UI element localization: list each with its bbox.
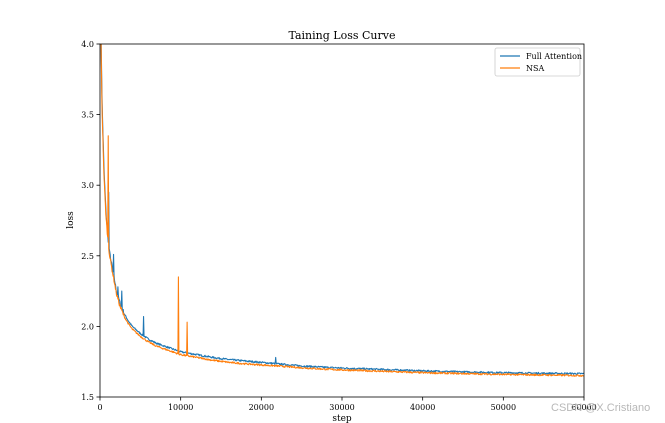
y-tick-label: 1.5	[81, 393, 94, 402]
series-layer	[100, 44, 584, 377]
x-axis-label: step	[332, 414, 352, 423]
x-tick-label: 20000	[249, 403, 274, 412]
plot-frame	[99, 43, 585, 398]
legend-label-full-attention: Full Attention	[526, 52, 582, 61]
legend: Full Attention NSA	[494, 47, 582, 77]
watermark: CSDN @X.Cristiano	[551, 402, 651, 414]
legend-box	[494, 47, 581, 77]
chart-title: Taining Loss Curve	[289, 29, 396, 42]
x-tick-label: 50000	[491, 403, 516, 412]
x-tick-label: 40000	[410, 403, 435, 412]
y-axis-ticks: 1.5 2.0 2.5 3.0 3.5 4.0	[81, 40, 100, 402]
y-tick-label: 2.0	[81, 322, 94, 331]
y-tick-label: 2.5	[81, 252, 94, 261]
y-tick-label: 3.0	[81, 181, 94, 190]
x-axis-ticks: 0 10000 20000 30000 40000 50000 60000	[97, 397, 597, 412]
y-axis-label: loss	[66, 211, 76, 229]
series-line-nsa	[100, 44, 584, 377]
y-tick-label: 3.5	[81, 111, 94, 120]
x-tick-label: 10000	[168, 403, 193, 412]
x-tick-label: 60000	[571, 403, 596, 412]
x-tick-label: 0	[97, 403, 102, 412]
x-tick-label: 30000	[329, 403, 354, 412]
y-tick-label: 4.0	[81, 40, 94, 49]
legend-label-nsa: NSA	[526, 64, 544, 73]
